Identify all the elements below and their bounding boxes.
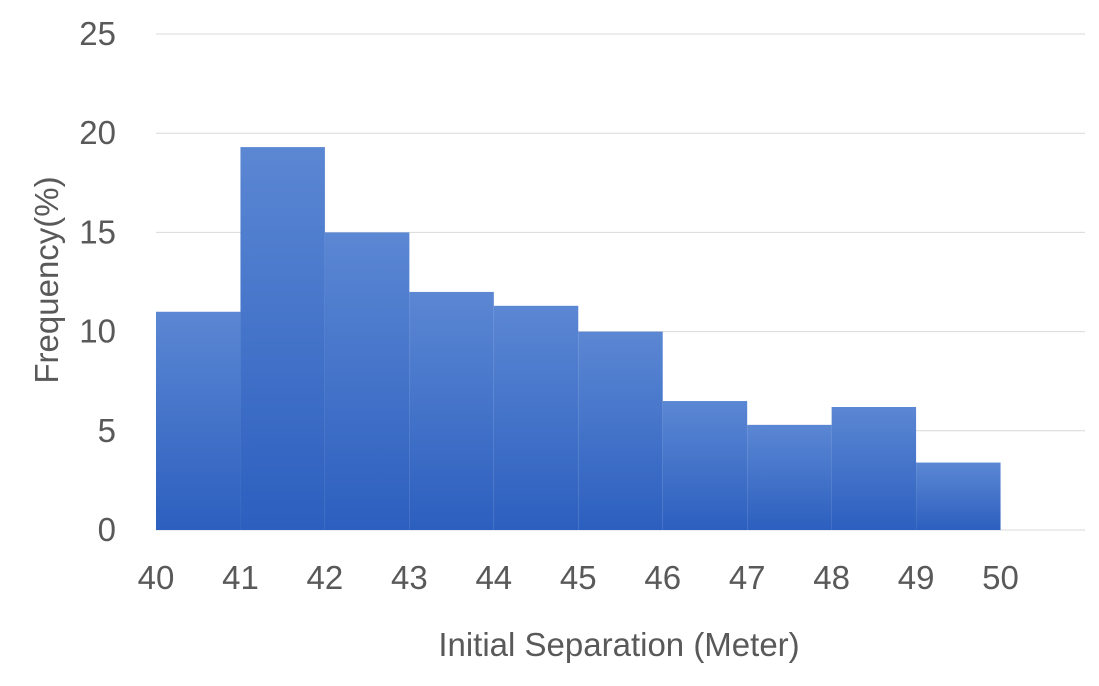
- y-tick-label: 25: [79, 15, 116, 52]
- x-tick-label: 41: [222, 559, 259, 596]
- histogram-bar: [747, 424, 832, 530]
- x-tick-label: 48: [813, 559, 850, 596]
- x-tick-label: 45: [560, 559, 597, 596]
- x-tick-label: 44: [475, 559, 512, 596]
- x-axis-ticks: 40 41 42 43 44 45 46 47 48 49 50: [138, 559, 1019, 596]
- x-tick-label: 46: [644, 559, 681, 596]
- histogram-bar: [831, 406, 917, 530]
- x-tick-label: 49: [898, 559, 935, 596]
- bars: [156, 147, 1001, 530]
- y-axis-ticks: 0 5 10 15 20 25: [79, 15, 116, 548]
- y-tick-label: 0: [98, 511, 116, 548]
- y-tick-label: 10: [79, 313, 116, 350]
- histogram-bar: [156, 311, 241, 530]
- histogram-bar: [240, 147, 325, 530]
- y-axis-title: Frequency(%): [28, 176, 65, 383]
- x-tick-label: 40: [138, 559, 175, 596]
- histogram-bar: [493, 305, 579, 530]
- histogram-bar: [662, 401, 748, 530]
- histogram-bar: [324, 232, 410, 530]
- y-tick-label: 15: [79, 213, 116, 250]
- y-tick-label: 20: [79, 114, 116, 151]
- x-tick-label: 47: [729, 559, 766, 596]
- x-tick-label: 42: [307, 559, 344, 596]
- histogram-bar: [916, 462, 1001, 530]
- x-tick-label: 43: [391, 559, 428, 596]
- x-tick-label: 50: [982, 559, 1019, 596]
- histogram-bar: [578, 331, 663, 530]
- y-tick-label: 5: [98, 412, 116, 449]
- histogram-bar: [409, 291, 494, 530]
- x-axis-title: Initial Separation (Meter): [438, 626, 799, 663]
